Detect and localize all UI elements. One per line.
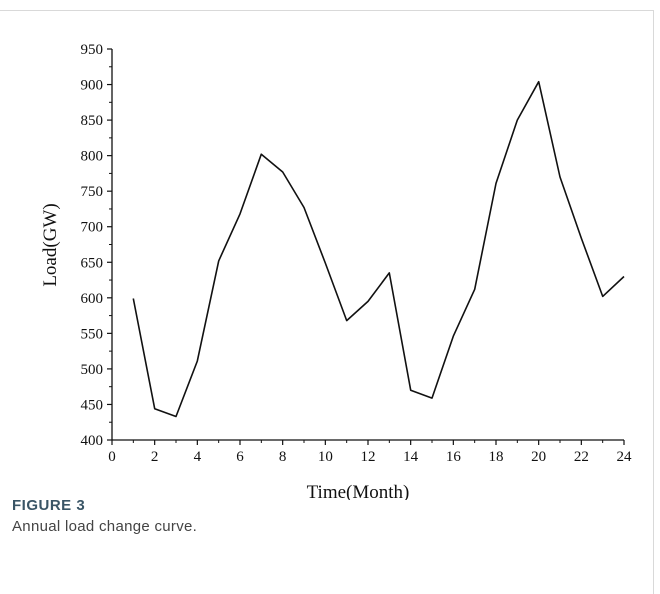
- figure-label: FIGURE 3: [12, 497, 86, 514]
- x-tick-label: 22: [574, 449, 589, 465]
- x-tick-label: 8: [279, 449, 287, 465]
- y-tick-label: 500: [81, 362, 104, 378]
- y-tick-label: 800: [81, 149, 104, 165]
- x-tick-label: 4: [194, 449, 202, 465]
- x-tick-label: 6: [236, 449, 244, 465]
- y-tick-label: 600: [81, 291, 104, 307]
- x-tick-label: 2: [151, 449, 159, 465]
- y-tick-label: 400: [81, 433, 104, 449]
- figure-caption: FIGURE 3 Annual load change curve.: [12, 497, 197, 535]
- x-tick-label: 18: [489, 449, 504, 465]
- y-tick-label: 750: [81, 184, 104, 200]
- series-line: [132, 80, 625, 418]
- x-tick-label: 20: [531, 449, 546, 465]
- x-tick-label: 16: [446, 449, 462, 465]
- x-axis-title: Time(Month): [307, 482, 410, 500]
- x-tick-label: 14: [403, 449, 419, 465]
- y-tick-label: 700: [81, 220, 104, 236]
- y-tick-label: 450: [81, 397, 104, 413]
- figure-frame: [0, 10, 654, 594]
- x-tick-label: 24: [617, 449, 633, 465]
- x-tick-label: 10: [318, 449, 333, 465]
- y-tick-label: 950: [81, 42, 104, 58]
- x-tick-label: 12: [361, 449, 376, 465]
- chart-plot: [132, 80, 625, 418]
- y-axis-title: Load(GW): [40, 203, 61, 286]
- y-tick-label: 550: [81, 326, 104, 342]
- y-tick-label: 650: [81, 255, 104, 271]
- x-tick-label: 0: [108, 449, 116, 465]
- figure-caption-text: Annual load change curve.: [12, 518, 198, 535]
- y-tick-label: 850: [81, 113, 104, 129]
- y-tick-label: 900: [81, 78, 104, 94]
